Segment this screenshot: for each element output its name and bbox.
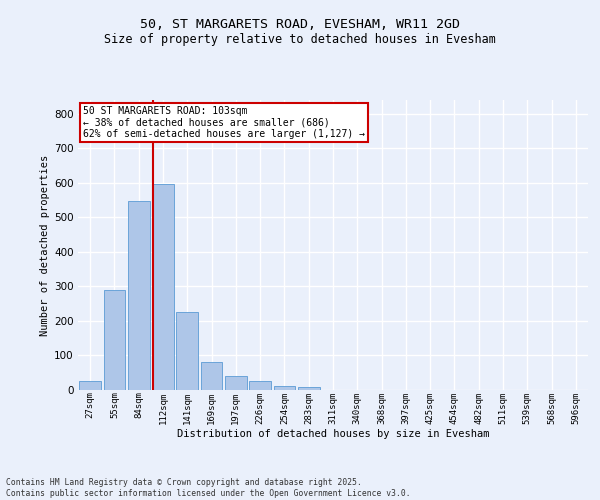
Bar	[79, 380, 101, 390]
X-axis label: Distribution of detached houses by size in Evesham: Distribution of detached houses by size …	[177, 429, 489, 439]
Bar	[128, 201, 149, 390]
Bar	[249, 380, 271, 390]
Y-axis label: Number of detached properties: Number of detached properties	[40, 154, 50, 336]
Bar	[274, 386, 295, 390]
Text: Size of property relative to detached houses in Evesham: Size of property relative to detached ho…	[104, 32, 496, 46]
Text: 50, ST MARGARETS ROAD, EVESHAM, WR11 2GD: 50, ST MARGARETS ROAD, EVESHAM, WR11 2GD	[140, 18, 460, 30]
Text: Contains HM Land Registry data © Crown copyright and database right 2025.
Contai: Contains HM Land Registry data © Crown c…	[6, 478, 410, 498]
Bar	[225, 376, 247, 390]
Bar	[152, 184, 174, 390]
Bar	[298, 387, 320, 390]
Text: 50 ST MARGARETS ROAD: 103sqm
← 38% of detached houses are smaller (686)
62% of s: 50 ST MARGARETS ROAD: 103sqm ← 38% of de…	[83, 106, 365, 139]
Bar	[176, 312, 198, 390]
Bar	[104, 290, 125, 390]
Bar	[200, 362, 223, 390]
